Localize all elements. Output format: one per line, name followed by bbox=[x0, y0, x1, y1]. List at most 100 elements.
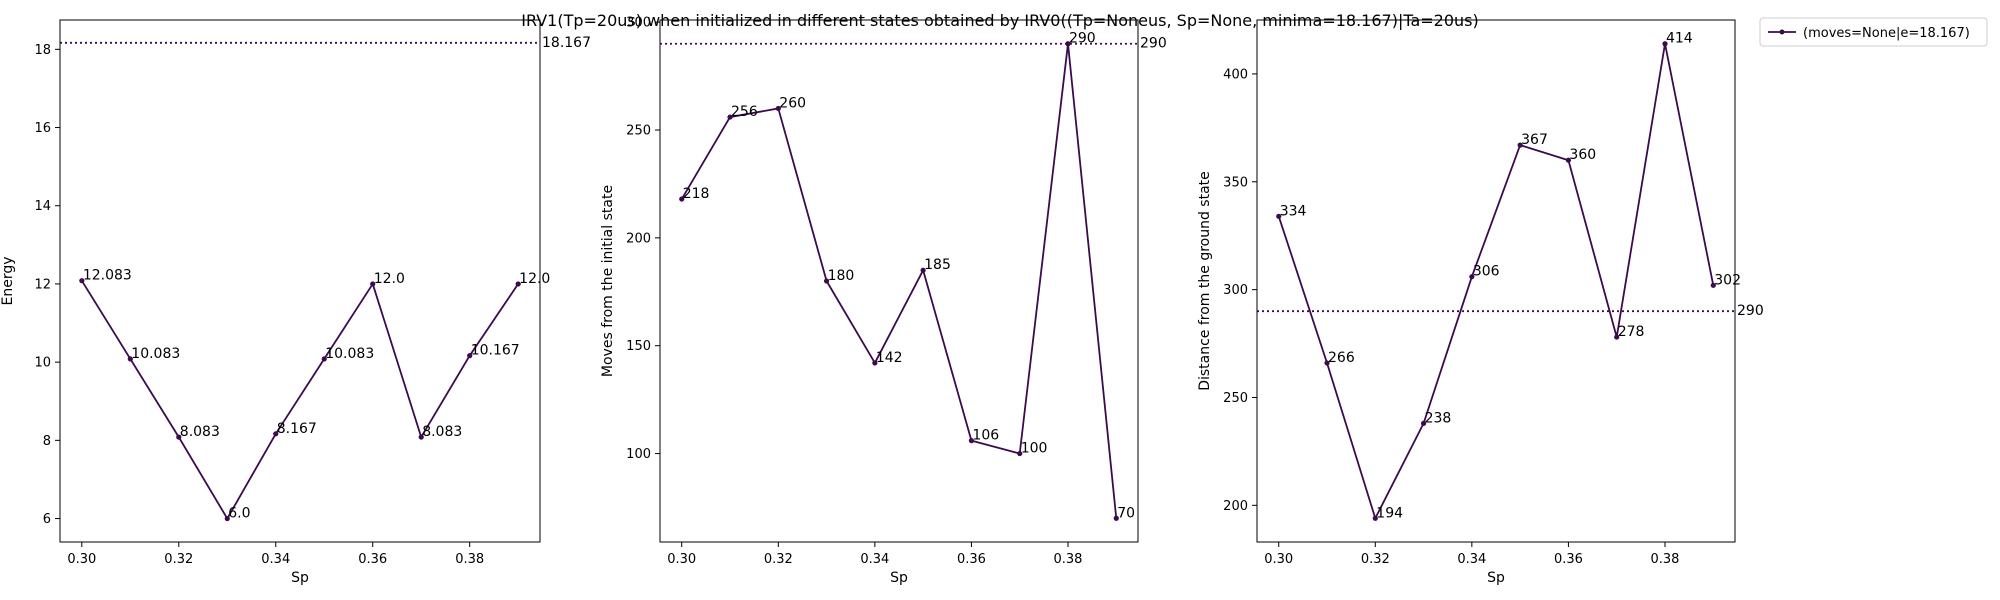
x-tick-label: 0.36 bbox=[957, 552, 986, 567]
reference-line-label: 290 bbox=[1140, 36, 1167, 52]
data-point bbox=[370, 281, 376, 287]
axes-frame bbox=[659, 19, 1139, 543]
x-tick-label: 0.30 bbox=[1264, 552, 1293, 567]
x-tick-label: 0.32 bbox=[164, 552, 193, 567]
data-label: 218 bbox=[683, 186, 710, 202]
series-line bbox=[1277, 42, 1715, 520]
reference-line-label: 18.167 bbox=[542, 35, 591, 51]
data-point bbox=[1113, 515, 1119, 521]
data-point bbox=[727, 114, 733, 120]
data-point bbox=[1662, 41, 1668, 47]
data-point bbox=[515, 281, 521, 287]
x-tick-label: 0.34 bbox=[1457, 552, 1486, 567]
x-tick-label: 0.34 bbox=[261, 552, 290, 567]
legend-point-marker bbox=[1779, 29, 1785, 35]
y-axis-label: Distance from the ground state bbox=[1197, 171, 1213, 391]
data-label: 100 bbox=[1021, 441, 1048, 457]
data-point bbox=[321, 356, 327, 362]
data-point bbox=[127, 356, 133, 362]
data-label: 334 bbox=[1280, 203, 1307, 219]
axes-frame bbox=[59, 19, 541, 543]
subplot-1: 0.30 0.32 0.34 0.36 0.38 6 8 10 12 14 16 18 Sp Energy… bbox=[0, 19, 591, 586]
y-tick-label: 14 bbox=[34, 199, 51, 214]
series-line bbox=[81, 280, 519, 520]
data-point bbox=[418, 434, 424, 440]
x-tick-label: 0.30 bbox=[667, 552, 696, 567]
data-label: 106 bbox=[972, 428, 999, 444]
subplots: 0.30 0.32 0.34 0.36 0.38 6 8 10 12 14 16 18 Sp Energy… bbox=[0, 16, 1764, 586]
data-point bbox=[968, 438, 975, 444]
data-label: 278 bbox=[1618, 324, 1645, 340]
y-tick-label: 18 bbox=[34, 43, 51, 58]
data-point bbox=[1469, 274, 1475, 280]
y-tick-label: 250 bbox=[626, 124, 651, 139]
y-tick-label: 300 bbox=[1223, 283, 1248, 298]
series-line bbox=[680, 42, 1118, 519]
data-point bbox=[679, 196, 685, 202]
data-point bbox=[823, 278, 830, 284]
data-label: 260 bbox=[779, 95, 806, 111]
x-axis-label: Sp bbox=[291, 570, 309, 586]
data-point bbox=[467, 353, 473, 359]
y-axis-label: Moves from the initial state bbox=[600, 185, 616, 377]
data-label: 8.167 bbox=[277, 421, 317, 437]
x-tick-label: 0.38 bbox=[455, 552, 484, 567]
data-point bbox=[920, 267, 926, 273]
data-label: 306 bbox=[1473, 264, 1500, 280]
x-tick-label: 0.30 bbox=[67, 552, 96, 567]
y-tick-label: 6 bbox=[43, 512, 51, 527]
data-label: 10.083 bbox=[325, 346, 374, 362]
x-tick-label: 0.38 bbox=[1054, 552, 1083, 567]
y-tick-label: 250 bbox=[1223, 391, 1248, 406]
figure-title: IRV1(Tp=20us) when initialized in differ… bbox=[521, 11, 1479, 30]
x-tick-label: 0.36 bbox=[1554, 552, 1583, 567]
data-label: 12.0 bbox=[374, 271, 405, 287]
data-point bbox=[775, 105, 781, 112]
y-tick-label: 100 bbox=[626, 447, 651, 462]
data-point bbox=[1065, 41, 1071, 47]
data-label: 6.0 bbox=[228, 506, 250, 522]
data-label: 360 bbox=[1569, 147, 1596, 163]
data-point bbox=[79, 278, 85, 284]
data-label: 10.083 bbox=[131, 346, 180, 362]
y-tick-label: 10 bbox=[34, 356, 51, 371]
data-point bbox=[224, 515, 230, 522]
x-axis-label: Sp bbox=[890, 570, 908, 586]
data-point bbox=[1276, 213, 1282, 219]
data-label: 8.083 bbox=[180, 424, 220, 440]
legend-entry-label: (moves=None|e=18.167) bbox=[1803, 26, 1970, 41]
data-point bbox=[273, 431, 279, 437]
data-point bbox=[1565, 157, 1572, 163]
y-tick-label: 300 bbox=[626, 16, 651, 31]
subplot-3: 0.30 0.32 0.34 0.36 0.38 200 250 300 350 400 Sp Dis… bbox=[1197, 19, 1764, 586]
x-tick-label: 0.34 bbox=[860, 552, 889, 567]
y-tick-label: 150 bbox=[626, 339, 651, 354]
data-label: 302 bbox=[1714, 272, 1741, 288]
data-point bbox=[1372, 515, 1378, 521]
y-tick-label: 200 bbox=[1223, 499, 1248, 514]
data-label: 256 bbox=[731, 104, 758, 120]
axes-frame bbox=[1256, 19, 1736, 543]
data-point bbox=[1517, 142, 1523, 148]
x-tick-label: 0.32 bbox=[764, 552, 793, 567]
x-axis-label: Sp bbox=[1487, 570, 1505, 586]
subplot-2: 0.30 0.32 0.34 0.36 0.38 100 150 200 250 300 Sp Mov… bbox=[600, 16, 1167, 586]
y-tick-label: 8 bbox=[43, 434, 51, 449]
data-point bbox=[1420, 420, 1427, 426]
data-point bbox=[1710, 282, 1716, 288]
x-tick-label: 0.38 bbox=[1651, 552, 1680, 567]
legend-frame bbox=[1759, 17, 1988, 47]
data-point bbox=[176, 434, 182, 440]
y-tick-label: 12 bbox=[34, 277, 51, 292]
data-label: 367 bbox=[1521, 132, 1548, 148]
data-point bbox=[1017, 450, 1023, 457]
data-label: 290 bbox=[1069, 31, 1096, 47]
data-label: 238 bbox=[1425, 410, 1452, 426]
data-point bbox=[872, 360, 878, 366]
y-tick-label: 16 bbox=[34, 121, 51, 136]
data-label: 10.167 bbox=[471, 343, 520, 359]
data-label: 70 bbox=[1117, 505, 1135, 521]
data-label: 266 bbox=[1328, 350, 1355, 366]
